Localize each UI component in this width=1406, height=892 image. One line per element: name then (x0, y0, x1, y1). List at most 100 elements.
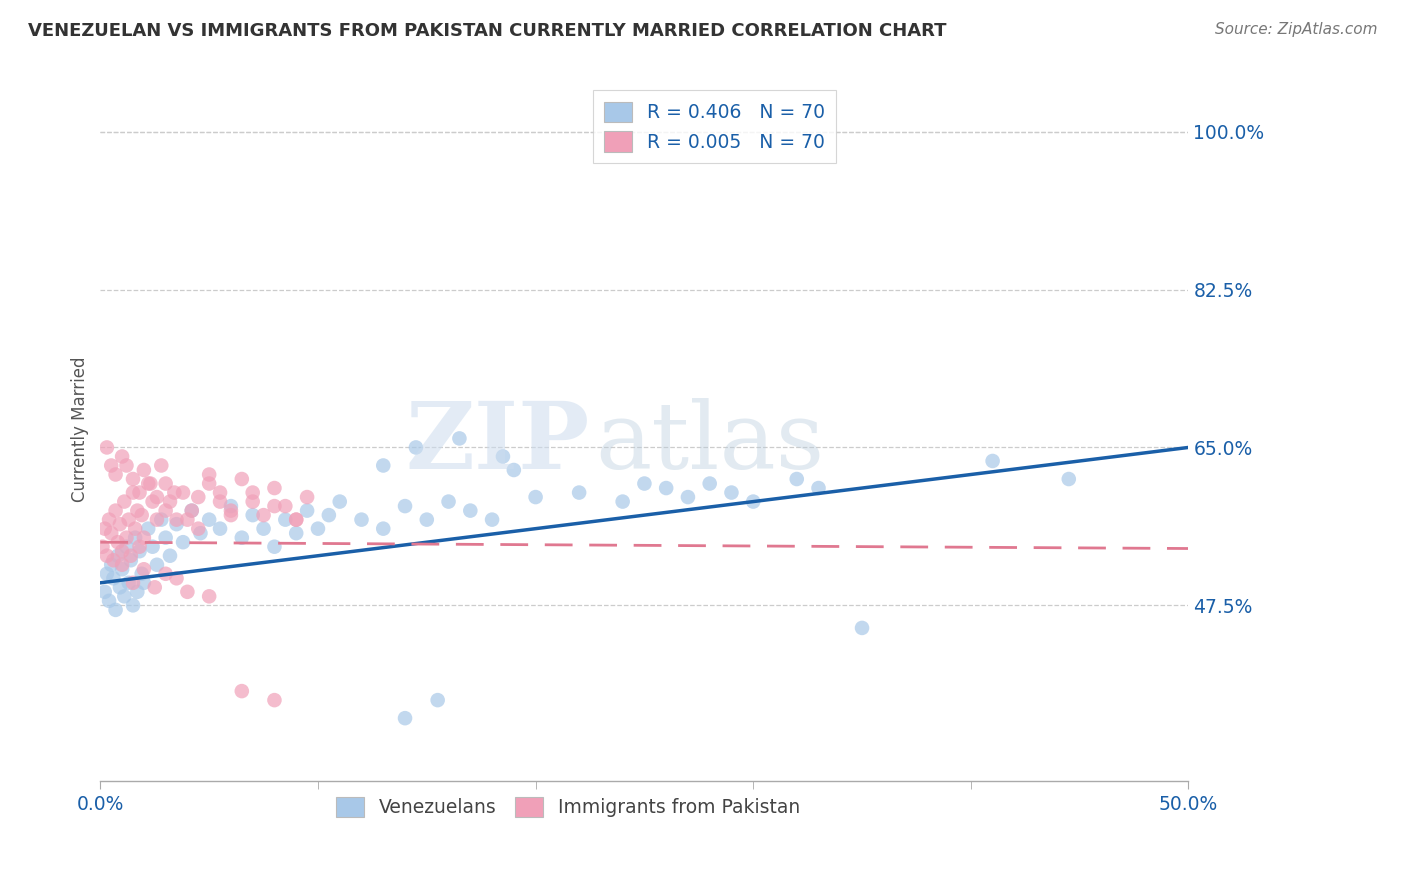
Point (252, 508, 274, 522)
Point (851, 621, 873, 635)
Text: VENEZUELAN VS IMMIGRANTS FROM PAKISTAN CURRENTLY MARRIED CORRELATION CHART: VENEZUELAN VS IMMIGRANTS FROM PAKISTAN C… (28, 22, 946, 40)
Text: Source: ZipAtlas.com: Source: ZipAtlas.com (1215, 22, 1378, 37)
Point (131, 566, 153, 581)
Point (100, 526, 122, 541)
Point (318, 508, 340, 522)
Point (252, 522, 274, 536)
Point (117, 575, 139, 590)
Point (159, 549, 181, 563)
Point (96, 549, 118, 563)
Point (295, 490, 318, 504)
Point (209, 485, 232, 500)
Point (329, 494, 352, 508)
Point (676, 490, 699, 504)
Point (405, 441, 427, 455)
Point (502, 463, 524, 477)
Point (612, 494, 634, 508)
Point (460, 503, 482, 517)
Point (231, 684, 253, 698)
Point (103, 553, 125, 567)
Point (96, 566, 118, 581)
Point (103, 571, 125, 585)
Point (150, 458, 173, 473)
Point (219, 508, 242, 522)
Point (231, 472, 253, 486)
Point (163, 485, 186, 500)
Point (143, 580, 166, 594)
Point (112, 590, 135, 604)
Point (111, 562, 134, 576)
Point (127, 503, 149, 517)
Point (198, 467, 221, 482)
Point (107, 549, 129, 563)
Point (100, 558, 122, 572)
Point (180, 503, 202, 517)
Point (136, 476, 159, 491)
Point (180, 503, 202, 517)
Point (263, 481, 285, 495)
Point (242, 508, 264, 522)
Point (1057, 472, 1080, 486)
Point (100, 458, 122, 473)
Point (108, 580, 131, 594)
Point (394, 499, 416, 513)
Point (172, 485, 194, 500)
Point (128, 544, 150, 558)
Point (394, 711, 416, 725)
Point (699, 476, 721, 491)
Point (120, 553, 142, 567)
Point (187, 490, 209, 504)
Point (142, 540, 165, 554)
Point (198, 476, 221, 491)
Point (111, 544, 134, 558)
Point (98, 513, 121, 527)
Point (373, 458, 395, 473)
Point (122, 485, 145, 500)
Point (155, 531, 177, 545)
Point (263, 693, 285, 707)
Point (524, 490, 547, 504)
Point (155, 566, 177, 581)
Point (176, 584, 198, 599)
Point (122, 472, 145, 486)
Point (981, 454, 1004, 468)
Point (120, 549, 142, 563)
Point (132, 531, 155, 545)
Point (122, 599, 145, 613)
Point (437, 494, 460, 508)
Point (263, 499, 285, 513)
Point (242, 485, 264, 500)
Point (190, 526, 212, 541)
Point (720, 485, 742, 500)
Point (187, 522, 209, 536)
Point (198, 590, 221, 604)
Point (219, 499, 242, 513)
Point (132, 463, 155, 477)
Point (115, 540, 138, 554)
Point (209, 522, 232, 536)
Text: atlas: atlas (596, 399, 825, 489)
Point (142, 494, 165, 508)
Point (124, 531, 146, 545)
Point (786, 472, 808, 486)
Point (124, 522, 146, 536)
Text: ZIP: ZIP (406, 399, 591, 489)
Point (127, 584, 149, 599)
Point (108, 517, 131, 532)
Point (176, 513, 198, 527)
Point (128, 540, 150, 554)
Point (91, 540, 114, 554)
Point (172, 535, 194, 549)
Point (111, 558, 134, 572)
Point (104, 503, 127, 517)
Point (107, 535, 129, 549)
Point (568, 485, 591, 500)
Point (111, 450, 134, 464)
Point (742, 494, 765, 508)
Point (242, 494, 264, 508)
Point (146, 490, 169, 504)
Point (150, 513, 173, 527)
Point (166, 517, 188, 532)
Point (98, 594, 121, 608)
Point (416, 513, 439, 527)
